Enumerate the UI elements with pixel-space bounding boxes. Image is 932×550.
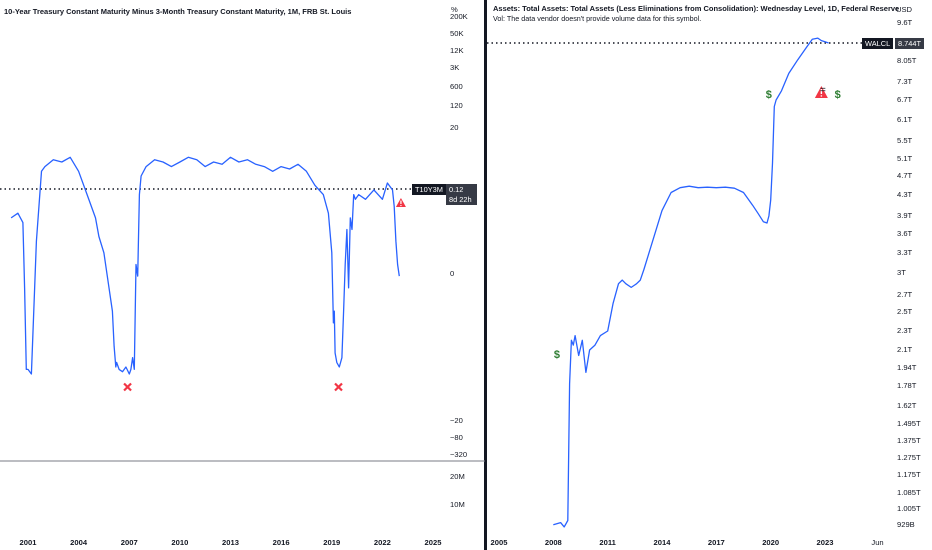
left-y-tick: 120 (450, 101, 463, 110)
right-y-tick: 1.78T (897, 381, 917, 390)
warning-icon (395, 198, 406, 207)
left-x-tick: 2025 (424, 538, 442, 547)
right-y-tick: 1.005T (897, 504, 921, 513)
left-x-tick: 2013 (222, 538, 239, 547)
left-y-tick: 3K (450, 63, 460, 72)
left-x-tick: 2022 (373, 538, 391, 547)
right-y-tick: 3.6T (897, 229, 913, 238)
right-y-tick: 3.3T (897, 248, 913, 257)
left-y-tick: −20 (450, 416, 463, 425)
right-y-tick: 3.9T (897, 211, 913, 220)
left-series-line (10, 156, 400, 375)
left-price-tag: 0.12 (446, 184, 477, 195)
right-y-tick: 1.94T (897, 363, 917, 372)
right-y-tick: 5.1T (897, 154, 913, 163)
right-series-line (553, 37, 829, 528)
right-x-tick: 2008 (544, 538, 562, 547)
right-symbol-tag: WALCL (862, 38, 894, 49)
left-chart-svg[interactable] (0, 0, 485, 550)
left-x-tick: 2001 (19, 538, 37, 547)
right-chart-subtitle: Vol: The data vendor doesn't provide vol… (493, 14, 702, 23)
left-y-tick: −320 (450, 450, 468, 459)
left-chart-title: 10-Year Treasury Constant Maturity Minus… (4, 7, 352, 16)
left-countdown-tag: 8d 22h (446, 194, 477, 205)
right-y-tick: 2.3T (897, 326, 913, 335)
right-y-tick: 5.5T (897, 136, 913, 145)
right-y-tick: 1.62T (897, 401, 917, 410)
event-cross-icon (123, 382, 132, 392)
right-y-tick: 6.7T (897, 95, 913, 104)
right-x-tick: 2011 (599, 538, 616, 547)
right-y-tick: 1.175T (897, 470, 921, 479)
right-y-tick: 2.7T (897, 290, 913, 299)
right-y-tick: 6.1T (897, 115, 913, 124)
left-y-tick: 50K (450, 29, 464, 38)
right-unit-label: USD (896, 5, 913, 14)
right-y-tick: 1.375T (897, 436, 921, 445)
right-y-tick: 2.1T (897, 345, 913, 354)
right-y-tick: 7.3T (897, 77, 913, 86)
left-symbol-tag: T10Y3M (412, 184, 446, 195)
left-y-tick: 600 (450, 82, 463, 91)
right-price-tag: 8.744T (895, 38, 925, 49)
equals-sign: = (820, 85, 826, 96)
event-cross-icon (334, 382, 343, 392)
left-x-tick: 2010 (171, 538, 189, 547)
right-x-tick: 2014 (653, 538, 671, 547)
right-y-tick: 2.5T (897, 307, 913, 316)
right-x-tick: 2017 (707, 538, 725, 547)
dividend-icon: $ (766, 89, 772, 101)
left-volume-tick: 10M (450, 500, 465, 509)
left-y-tick: 12K (450, 46, 464, 55)
left-y-tick: 200K (450, 12, 468, 21)
right-x-tick: 2005 (490, 538, 508, 547)
right-y-tick: 1.275T (897, 453, 921, 462)
left-x-tick: 2019 (323, 538, 341, 547)
left-y-tick: 0 (450, 269, 455, 278)
right-y-tick: 8.05T (897, 56, 917, 65)
warning-icon (814, 86, 828, 98)
left-volume-tick: 20M (450, 472, 465, 481)
right-chart-pane[interactable]: Assets: Total Assets: Total Assets (Less… (487, 0, 932, 550)
left-unit-label: % (451, 5, 458, 14)
right-y-tick: 929B (897, 520, 915, 529)
dividend-icon: $ (554, 349, 560, 361)
right-y-tick: 1.495T (897, 419, 921, 428)
right-x-tick: Jun (871, 538, 884, 547)
right-y-tick: 9.6T (897, 18, 913, 27)
right-y-tick: 1.085T (897, 488, 921, 497)
pane-divider[interactable] (484, 0, 487, 550)
right-x-tick: 2020 (762, 538, 780, 547)
right-y-tick: 4.3T (897, 190, 913, 199)
right-chart-title: Assets: Total Assets: Total Assets (Less… (493, 4, 900, 13)
dividend-icon: $ (835, 89, 841, 101)
right-y-tick: 4.7T (897, 171, 913, 180)
right-y-tick: 3T (897, 268, 906, 277)
left-x-tick: 2007 (120, 538, 138, 547)
left-x-tick: 2004 (70, 538, 88, 547)
left-y-tick: −80 (450, 433, 463, 442)
left-x-tick: 2016 (272, 538, 290, 547)
right-x-tick: 2023 (816, 538, 834, 547)
left-y-tick: 20 (450, 123, 459, 132)
right-chart-svg[interactable]: $ $ $ (487, 0, 932, 550)
left-chart-pane[interactable]: 10-Year Treasury Constant Maturity Minus… (0, 0, 485, 550)
